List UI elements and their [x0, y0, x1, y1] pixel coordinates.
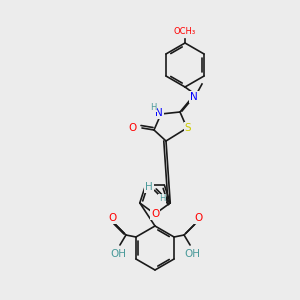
- Text: OCH₃: OCH₃: [174, 28, 196, 37]
- Text: OH: OH: [184, 249, 200, 259]
- Text: O: O: [151, 209, 159, 219]
- Text: O: O: [194, 213, 202, 223]
- Text: OH: OH: [110, 249, 126, 259]
- Text: O: O: [129, 123, 137, 133]
- Text: H: H: [145, 182, 153, 192]
- Text: H: H: [150, 103, 156, 112]
- Text: S: S: [185, 123, 191, 133]
- Text: N: N: [190, 92, 198, 102]
- Text: H: H: [159, 194, 165, 203]
- Text: N: N: [155, 108, 163, 118]
- Text: O: O: [109, 213, 117, 223]
